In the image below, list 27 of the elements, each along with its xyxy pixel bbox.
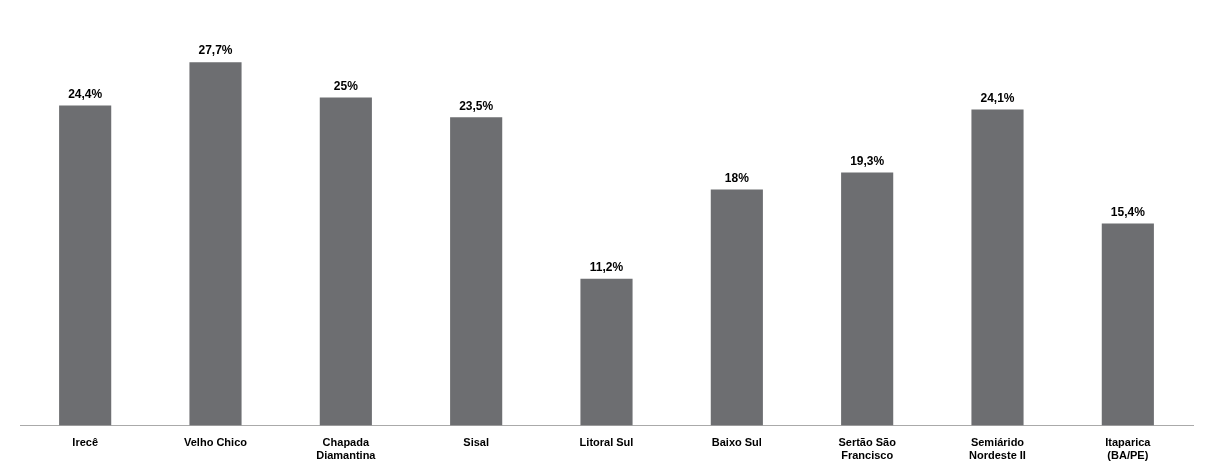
bar bbox=[189, 62, 242, 426]
bar bbox=[319, 97, 372, 426]
x-tick-label: Baixo Sul bbox=[711, 436, 762, 449]
data-label: 23,5% bbox=[459, 98, 494, 113]
bar bbox=[59, 105, 112, 426]
x-tick-label: Velho Chico bbox=[184, 436, 248, 449]
data-label: 24,1% bbox=[980, 90, 1015, 105]
x-tick-label: Litoral Sul bbox=[579, 436, 634, 449]
bar bbox=[1101, 223, 1154, 426]
data-label: 27,7% bbox=[198, 43, 233, 58]
bar bbox=[450, 117, 503, 426]
x-tick-label: Sertão São Francisco bbox=[838, 436, 897, 462]
data-label: 11,2% bbox=[589, 259, 624, 274]
x-tick-label: Chapada Diamantina bbox=[316, 436, 377, 462]
x-tick-label: Irecê bbox=[72, 436, 99, 449]
bar bbox=[580, 278, 633, 426]
x-tick-label: Sisal bbox=[463, 436, 490, 449]
data-label: 18% bbox=[724, 170, 750, 185]
data-label: 15,4% bbox=[1110, 204, 1146, 219]
bar bbox=[710, 189, 763, 426]
data-label: 24,4% bbox=[68, 86, 103, 101]
data-label: 19,3% bbox=[850, 153, 885, 168]
x-tick-label: Itaparica (BA/PE) bbox=[1105, 436, 1152, 462]
bar bbox=[971, 109, 1024, 426]
bar bbox=[841, 172, 894, 426]
x-tick-label: Semiárido Nordeste II bbox=[969, 436, 1026, 462]
data-label: 25% bbox=[333, 78, 359, 93]
